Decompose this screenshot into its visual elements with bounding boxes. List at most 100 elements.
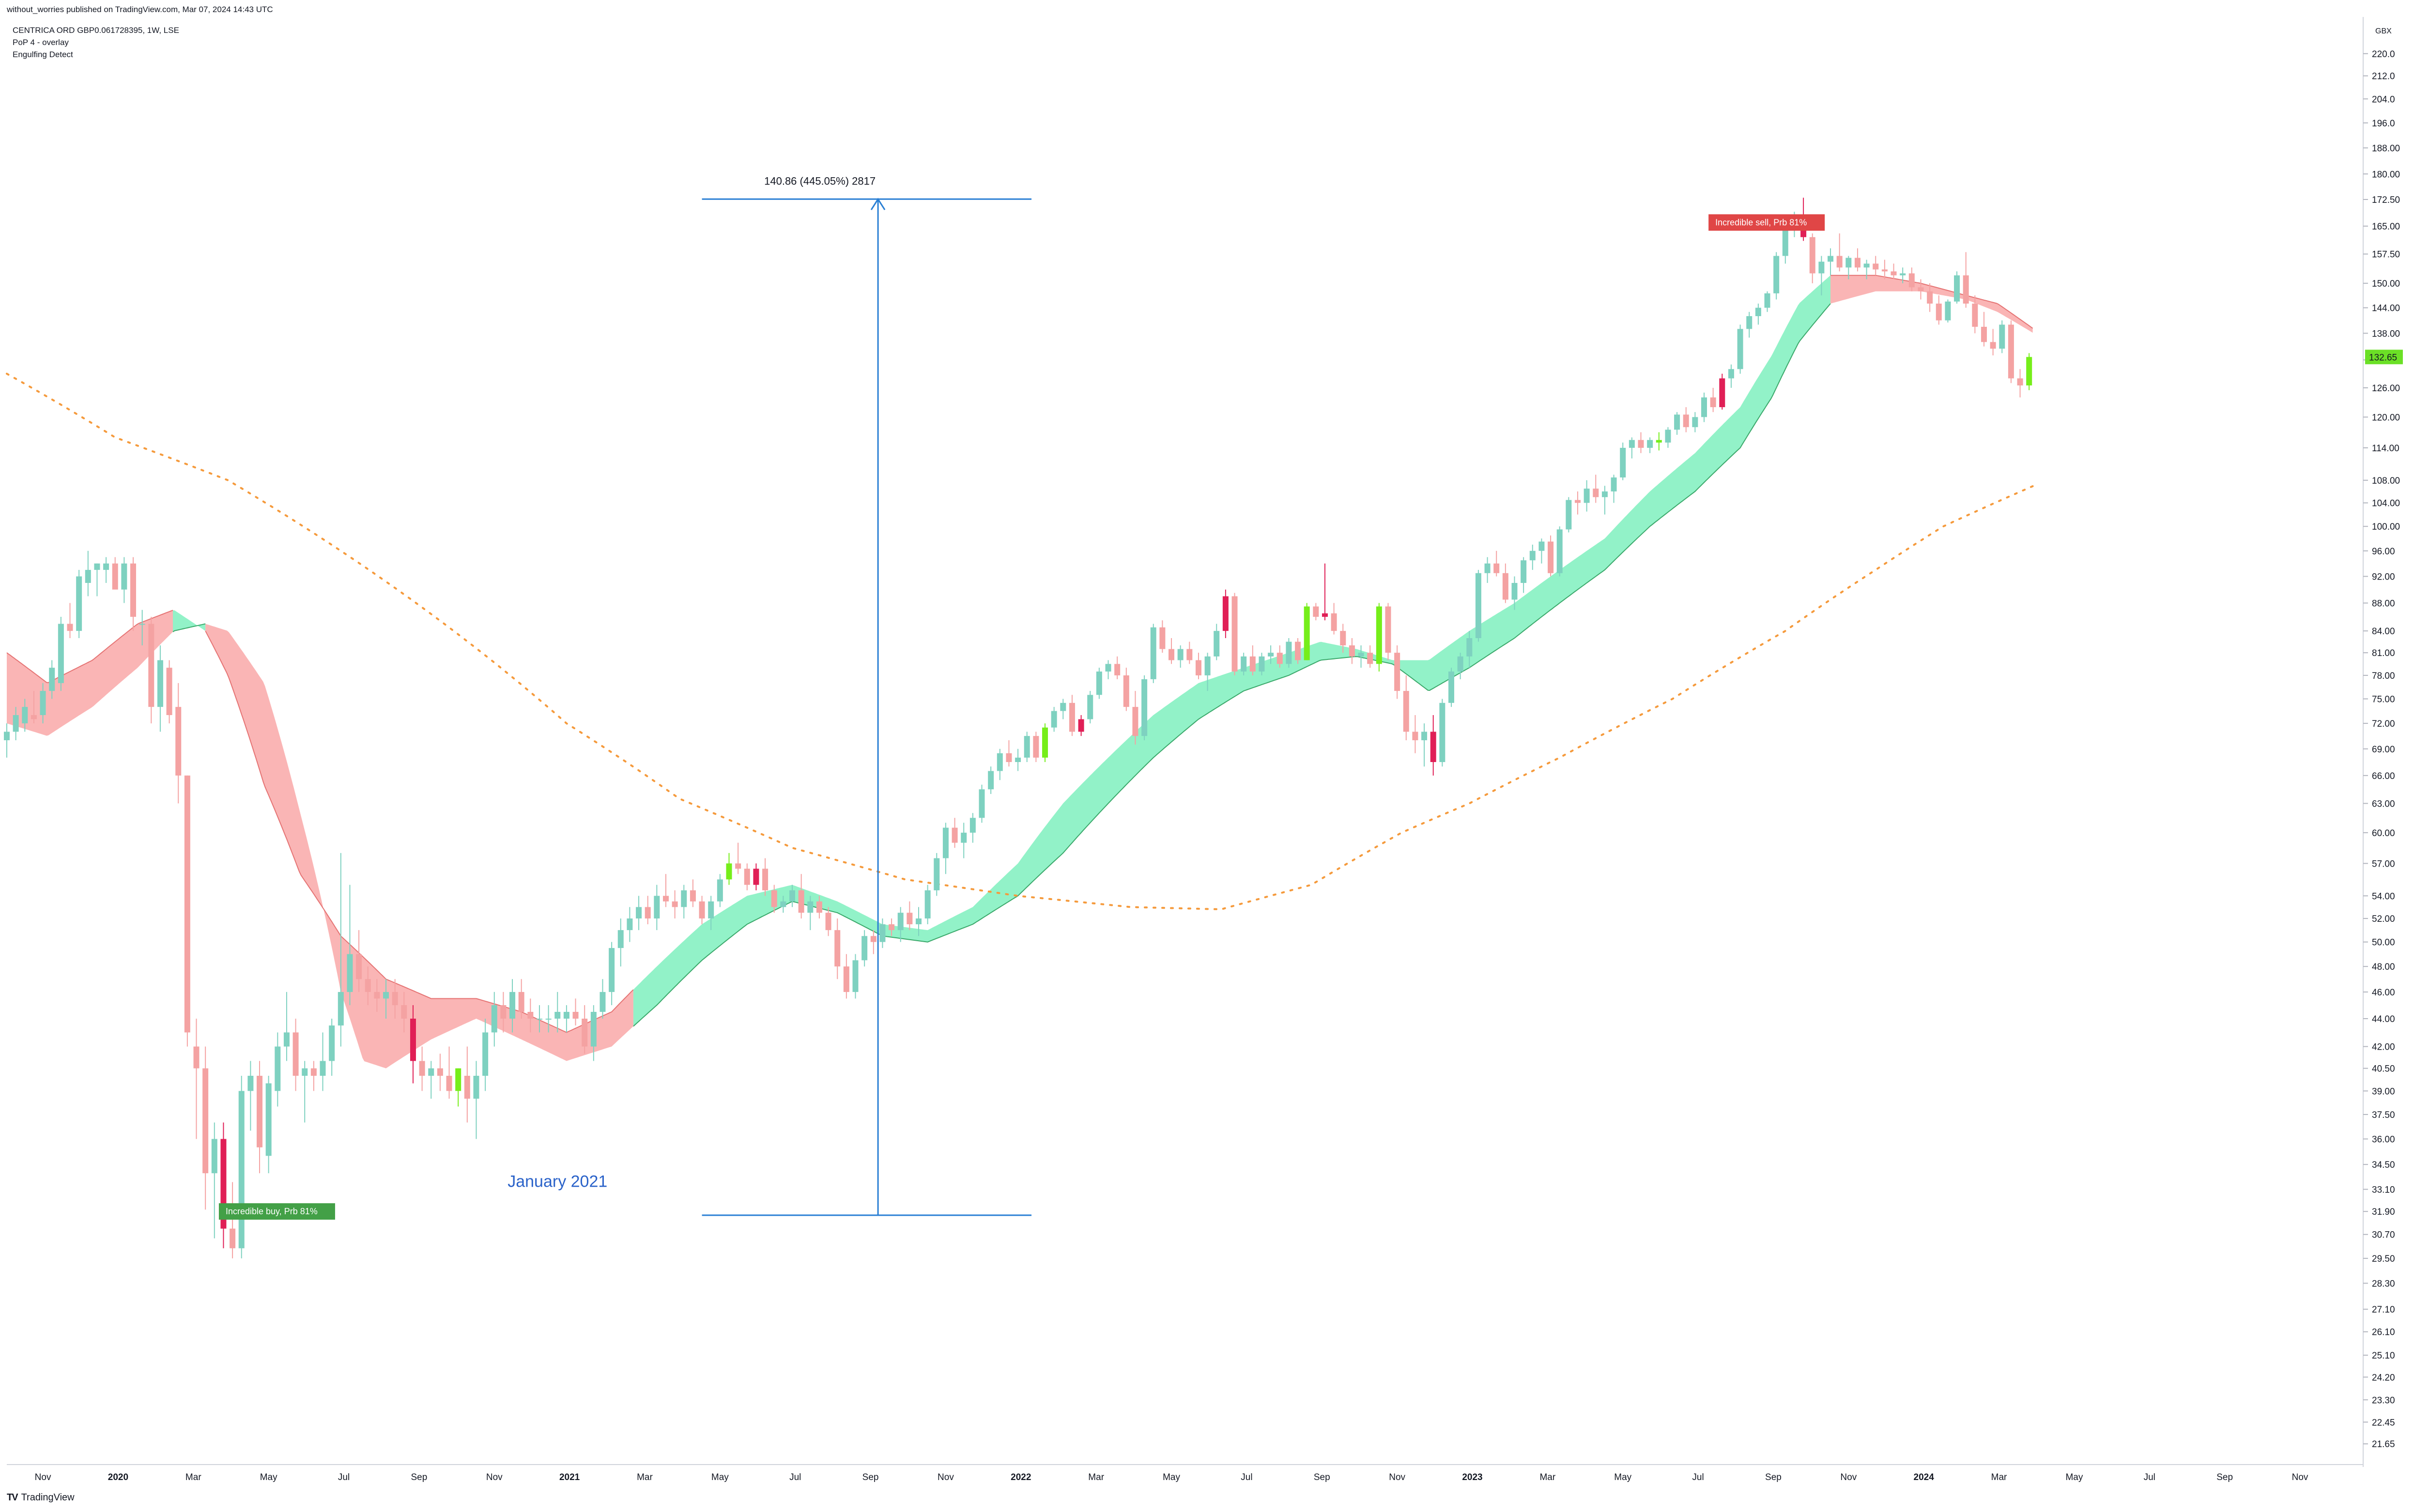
- candle-107: [969, 818, 976, 833]
- candle-222: [2008, 324, 2014, 379]
- x-tick-label-4: Jul: [338, 1472, 350, 1482]
- candle-144: [1304, 606, 1310, 660]
- tradingview-logo-icon[interactable]: TV: [7, 1492, 18, 1503]
- x-tick-label-3: May: [260, 1472, 277, 1482]
- y-tick-label-17: 104.00: [2372, 499, 2400, 509]
- candle-134: [1214, 631, 1220, 657]
- candle-65: [590, 1011, 597, 1047]
- footer: TV TradingView: [7, 1492, 75, 1503]
- y-tick-label-18: 100.00: [2372, 522, 2400, 532]
- candle-218: [1972, 304, 1978, 327]
- y-tick-label-34: 50.00: [2372, 938, 2395, 948]
- candle-170: [1538, 541, 1545, 551]
- band-segment-2: [205, 624, 633, 1069]
- candle-88: [798, 890, 804, 913]
- candle-146: [1322, 613, 1328, 617]
- tradingview-logo-text[interactable]: TradingView: [21, 1492, 75, 1503]
- candle-195: [1764, 293, 1770, 308]
- x-tick-label-1: 2020: [108, 1472, 128, 1482]
- y-tick-label-31: 57.00: [2372, 859, 2395, 869]
- y-tick-label-10: 144.00: [2372, 304, 2400, 314]
- y-tick-label-22: 84.00: [2372, 626, 2395, 637]
- y-tick-label-14: 120.00: [2372, 412, 2400, 423]
- candle-104: [942, 827, 949, 858]
- annotations: 140.86 (445.05%) 2817 January 2021 Incredi…: [218, 175, 1825, 1220]
- measure-label: 140.86 (445.05%) 2817: [764, 175, 876, 187]
- y-tick-label-1: 212.0: [2372, 72, 2395, 82]
- candle-109: [988, 771, 994, 790]
- candle-112: [1015, 757, 1021, 762]
- candle-186: [1683, 414, 1689, 428]
- candle-140: [1268, 653, 1274, 657]
- y-tick-label-51: 25.10: [2372, 1351, 2395, 1361]
- legend-indicator-engulfing[interactable]: Engulfing Detect: [13, 50, 73, 59]
- y-tick-label-24: 78.00: [2372, 671, 2395, 681]
- candle-141: [1276, 653, 1283, 664]
- candle-126: [1141, 679, 1148, 736]
- candle-133: [1204, 656, 1211, 675]
- legend-symbol[interactable]: CENTRICA ORD GBP0.061728395, 1W, LSE: [13, 26, 179, 35]
- band-edge-4: [1830, 275, 2033, 329]
- candle-40: [365, 979, 371, 992]
- candle-0: [4, 732, 10, 740]
- x-tick-label-15: May: [1163, 1472, 1180, 1482]
- candle-110: [997, 753, 1003, 771]
- candle-61: [554, 1011, 561, 1019]
- measure-arrow-head-icon: [870, 198, 886, 211]
- y-tick-label-15: 114.00: [2372, 443, 2399, 454]
- candle-72: [654, 896, 660, 919]
- candle-34: [310, 1068, 317, 1076]
- candle-36: [329, 1025, 335, 1061]
- candle-5: [49, 668, 55, 691]
- y-tick-label-38: 42.00: [2372, 1042, 2395, 1053]
- candle-129: [1169, 649, 1175, 660]
- candle-84: [762, 869, 769, 890]
- candle-149: [1349, 645, 1355, 657]
- candle-115: [1042, 727, 1048, 758]
- candle-154: [1394, 653, 1400, 691]
- candle-60: [545, 1018, 552, 1020]
- candle-56: [509, 992, 516, 1019]
- candle-20: [184, 775, 190, 1033]
- x-tick-label-11: Sep: [862, 1472, 879, 1482]
- candle-179: [1620, 447, 1626, 478]
- candle-33: [302, 1068, 308, 1076]
- candle-14: [130, 563, 137, 617]
- y-tick-label-41: 37.50: [2372, 1110, 2395, 1120]
- candle-178: [1611, 477, 1617, 492]
- candle-128: [1159, 627, 1166, 649]
- candle-143: [1295, 641, 1301, 660]
- candle-11: [103, 563, 109, 570]
- x-tick-label-10: Jul: [789, 1472, 801, 1482]
- candle-114: [1033, 736, 1039, 758]
- candle-201: [1818, 261, 1825, 274]
- band-segment-4: [1830, 275, 2033, 333]
- y-tick-label-55: 21.65: [2372, 1439, 2395, 1450]
- candle-73: [662, 896, 669, 901]
- legend-indicator-pop[interactable]: PoP 4 - overlay: [13, 38, 69, 47]
- moving-average: [6, 372, 2035, 911]
- y-tick-label-27: 69.00: [2372, 745, 2395, 755]
- y-tick-label-7: 165.00: [2372, 222, 2400, 232]
- candle-153: [1385, 606, 1391, 653]
- x-tick-label-5: Sep: [411, 1472, 427, 1482]
- candle-95: [861, 936, 868, 961]
- candle-86: [780, 901, 786, 907]
- candle-38: [347, 954, 353, 992]
- candle-120: [1087, 695, 1093, 719]
- candle-44: [401, 1005, 407, 1019]
- candle-118: [1069, 703, 1075, 732]
- candle-213: [1927, 291, 1933, 304]
- candle-89: [807, 901, 814, 913]
- candle-135: [1222, 596, 1229, 631]
- x-tick-label-13: 2022: [1011, 1472, 1031, 1482]
- y-tick-label-36: 46.00: [2372, 988, 2395, 998]
- candle-162: [1466, 638, 1473, 657]
- candle-219: [1981, 326, 1987, 342]
- y-tick-label-45: 31.90: [2372, 1207, 2395, 1217]
- y-tick-label-21: 88.00: [2372, 599, 2395, 609]
- y-tick-label-26: 72.00: [2372, 719, 2395, 729]
- y-tick-label-40: 39.00: [2372, 1086, 2395, 1097]
- candle-181: [1638, 440, 1644, 448]
